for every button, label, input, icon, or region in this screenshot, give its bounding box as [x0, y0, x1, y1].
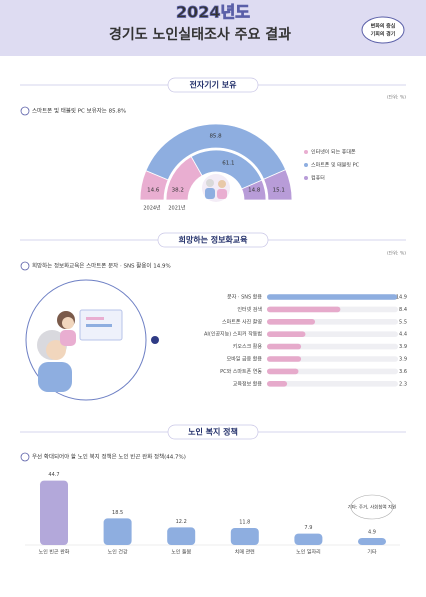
section-header: 노인 복지 정책	[20, 424, 406, 440]
ring-label: 2021년	[168, 205, 186, 212]
bar	[267, 356, 302, 362]
data-label: 5.5	[399, 319, 407, 325]
x-tick-label: 노인 돌봄	[171, 549, 191, 556]
header-title: 경기도 노인실태조사 주요 결과	[109, 26, 291, 43]
x-tick-label: 노인 일자리	[296, 549, 321, 556]
legend-swatch	[304, 163, 308, 167]
data-label: 8.4	[399, 307, 407, 313]
header-year: 2024년도	[176, 3, 250, 22]
x-tick-label: 노인 빈곤 완화	[39, 549, 70, 556]
x-tick-label: 노인 건강	[108, 549, 128, 556]
data-label: 7.9	[304, 525, 312, 531]
data-label: 4.9	[368, 529, 376, 535]
badge-line: 변화의 중심	[371, 23, 396, 30]
note-icon	[20, 106, 30, 116]
bar	[167, 527, 196, 545]
data-label: 3.6	[399, 369, 407, 375]
legend-label: 컴퓨터	[311, 175, 325, 182]
legend-label: 인터넷이 되는 휴대폰	[311, 149, 356, 156]
data-label: 14.8	[248, 188, 261, 194]
annotation: 기타: 주거, 사회참여 지원	[348, 504, 397, 511]
bar	[267, 319, 316, 325]
bar	[103, 518, 132, 545]
annotation-bubble	[350, 494, 394, 520]
data-label: 38.2	[172, 188, 184, 194]
badge-line: 기회의 경기	[371, 31, 396, 38]
unit: (단위: %)	[387, 94, 406, 101]
bar	[40, 480, 68, 545]
note-icon	[20, 261, 30, 271]
data-label: 12.2	[176, 519, 187, 525]
data-label: 61.1	[222, 161, 234, 167]
badge	[361, 16, 405, 44]
bar-label: 인터넷 검색	[237, 306, 262, 313]
bar	[358, 537, 386, 545]
unit: (단위: %)	[387, 250, 406, 257]
data-label: 14.9	[396, 295, 407, 301]
illustration	[202, 174, 230, 202]
bar-label: PC와 스마트폰 연동	[220, 368, 262, 375]
note: 희망하는 정보화교육은 스마트폰 문자 · SNS 활용이 14.9%	[32, 262, 171, 270]
x-tick-label: 치매 관련	[235, 549, 255, 556]
data-label: 18.5	[112, 510, 123, 516]
bar	[294, 533, 323, 545]
bar-label: 문자 · SNS 활용	[227, 294, 262, 301]
legend-swatch	[304, 176, 308, 180]
legend-label: 스마트폰 및 태블릿 PC	[311, 162, 360, 169]
bar-label: 모바일 금융 활용	[227, 356, 263, 363]
data-label: 85.8	[209, 134, 222, 140]
bar	[267, 331, 306, 337]
section-title: 희망하는 정보화교육	[178, 235, 248, 245]
bar-label: 키오스크 활용	[233, 343, 263, 350]
legend-swatch	[304, 150, 308, 154]
bar	[267, 343, 302, 350]
bar	[267, 294, 398, 300]
data-label: 44.7	[48, 472, 59, 478]
note: 스마트폰 및 태블릿 PC 보유자는 85.8%	[32, 107, 126, 115]
note-icon	[20, 452, 30, 462]
section-title: 노인 복지 정책	[188, 427, 238, 437]
bar-label: AI(인공지능) 스피커 작동법	[204, 331, 262, 338]
bar-label: 스마트폰 사진 촬영	[222, 318, 262, 325]
data-label: 4.4	[399, 332, 407, 338]
bar	[267, 381, 288, 387]
illustration	[25, 279, 159, 401]
donut-segment	[263, 169, 293, 201]
bar	[267, 306, 341, 313]
data-label: 15.1	[273, 188, 285, 194]
section-title: 전자기기 보유	[190, 80, 238, 90]
bar-track	[267, 381, 398, 387]
bar-label: 교육정보 활용	[233, 380, 263, 387]
bar	[230, 528, 259, 545]
section-header: 희망하는 정보화교육	[20, 232, 406, 248]
note: 우선 확대되어야 할 노인 복지 정책은 노인 빈곤 완화 정책(44.7%)	[32, 453, 186, 461]
data-label: 11.8	[239, 520, 250, 526]
data-label: 3.9	[399, 344, 407, 350]
data-label: 14.6	[147, 188, 160, 194]
section-header: 전자기기 보유	[20, 77, 406, 93]
data-label: 2.3	[399, 381, 407, 387]
donut-segment	[241, 179, 267, 201]
bar	[267, 368, 299, 375]
data-label: 3.9	[399, 357, 407, 363]
ring-label: 2024년	[143, 205, 161, 212]
x-tick-label: 기타	[367, 549, 377, 556]
bar-track	[267, 368, 398, 375]
